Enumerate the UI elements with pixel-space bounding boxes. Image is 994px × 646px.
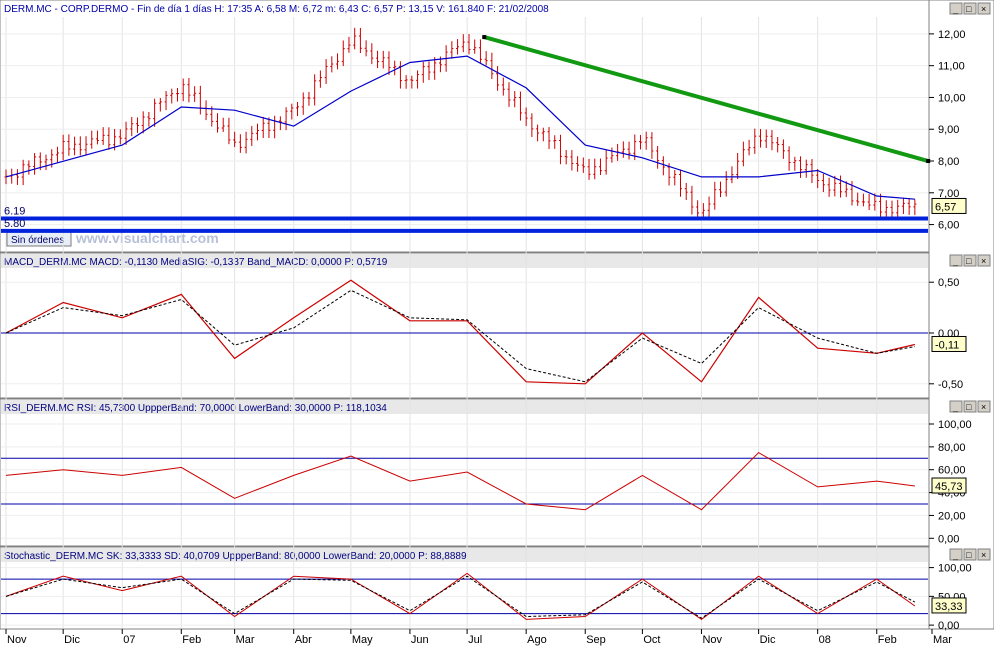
price-tick-label: 7,00 [938, 188, 959, 200]
macd-last-value: -0,11 [931, 335, 967, 352]
stoch-last-value-label: 33,33 [935, 601, 963, 613]
macd-last-value-box [931, 335, 967, 352]
macd-header-bar [1, 254, 928, 268]
stoch-close-button[interactable] [977, 548, 991, 561]
x-tick-label: 07 [123, 634, 135, 646]
stoch-header-text: Stochastic_DERM.MC SK: 33,3333 SD: 40,07… [4, 551, 467, 562]
macd-header-text: MACD_DERM.MC MACD: -0,1130 MediaSIG: -0,… [4, 257, 388, 268]
macd-line [5, 279, 916, 385]
x-tick-label: Jun [411, 634, 429, 646]
stoch-last-value-box [931, 597, 967, 614]
price-tick-label: 12,00 [938, 29, 966, 41]
rsi-tick-label: 20,00 [938, 510, 966, 522]
price-close-button[interactable] [977, 2, 991, 15]
right-axis-area [928, 0, 994, 630]
x-tick-label: Jul [468, 634, 482, 646]
price-last-value-label: 6,57 [935, 201, 956, 213]
macd-minimize-button[interactable] [949, 254, 963, 267]
price-tick-label: 9,00 [938, 124, 959, 136]
x-tick-label: Sep [586, 634, 606, 646]
price-tick-label: 8,00 [938, 156, 959, 168]
stoch-header-bar [1, 548, 928, 562]
moving-average-line [5, 55, 915, 200]
x-tick-label: 08 [819, 634, 831, 646]
x-tick-label: Mar [236, 634, 255, 646]
rsi-maximize-button[interactable] [963, 400, 977, 413]
price-last-value: 6,57 [931, 197, 967, 214]
x-tick-label: Abr [295, 634, 312, 646]
macd-pane [0, 252, 930, 399]
trendline [483, 35, 929, 163]
x-tick-label: Mar [933, 634, 952, 646]
x-tick-label: Feb [878, 634, 897, 646]
price-window-buttons: _ □ × [949, 2, 991, 15]
x-tick-label: Feb [182, 634, 201, 646]
price-header-text: DERM.MC - CORP.DERMO - Fin de día 1 días… [4, 4, 549, 15]
stoch-tick-label: 100,00 [938, 563, 972, 575]
rsi-line [5, 451, 915, 511]
stoch-window-buttons: _ □ × [949, 548, 991, 561]
stoch-maximize-button[interactable] [963, 548, 977, 561]
x-tick-label: Dic [64, 634, 80, 646]
rsi-header-bar [1, 400, 928, 414]
price-pane [0, 0, 930, 253]
trendline-handle [482, 35, 487, 40]
rsi-close-button[interactable] [977, 400, 991, 413]
price-maximize-button[interactable] [963, 2, 977, 15]
rsi-tick-label: 80,00 [938, 442, 966, 454]
axes-layer: 12,00 11,00 10,00 9,00 8,00 7,00 6,00 0,50 0,00 -… [5, 29, 972, 646]
x-tick-label: Dic [760, 634, 776, 646]
stoch-sd-line [5, 575, 916, 619]
x-tick-label: Nov [702, 634, 722, 646]
macd-window-buttons: _ □ × [949, 254, 991, 267]
price-tick-label: 11,00 [938, 61, 965, 73]
price-tick-label: 10,00 [938, 92, 966, 104]
sin-ordenes-label: Sin órdenes [11, 235, 64, 246]
rsi-minimize-button[interactable] [949, 400, 963, 413]
macd-last-value-label: -0,11 [935, 339, 959, 351]
trendline-handle [926, 159, 931, 164]
support-label: 5.80 [4, 218, 25, 230]
macd-close-button[interactable] [977, 254, 991, 267]
macd-signal-line [5, 289, 915, 383]
rsi-tick-label: 100,00 [938, 419, 972, 431]
x-tick-label: Oct [643, 634, 660, 646]
macd-tick-label: -0,50 [938, 379, 963, 391]
price-tick-label: 6,00 [938, 220, 959, 232]
support-label: 6.19 [4, 206, 25, 218]
rsi-tick-label: 60,00 [938, 465, 966, 477]
price-minimize-button[interactable] [949, 2, 963, 15]
rsi-last-value: 45,73 [931, 477, 967, 494]
price-last-value-box [931, 197, 967, 214]
rsi-tick-label: 0,00 [938, 533, 959, 545]
stoch-last-value: 33,33 [931, 597, 967, 614]
x-tick-label: May [352, 634, 373, 646]
stoch-sk-line [5, 572, 916, 621]
rsi-window-buttons: _ □ × [949, 400, 991, 413]
stoch-minimize-button[interactable] [949, 548, 963, 561]
macd-maximize-button[interactable] [963, 254, 977, 267]
series-layer: 6.195.80 [1, 27, 931, 621]
x-tick-label: Ago [527, 634, 547, 646]
rsi-last-value-box [931, 477, 967, 494]
grid-layer [1, 17, 928, 628]
watermark: www.visualchart.com [75, 230, 219, 246]
x-tick-label: Nov [7, 634, 27, 646]
rsi-header-text: RSI_DERM.MC RSI: 45,7300 UppperBand: 70,… [4, 403, 387, 414]
price-header-bar [1, 1, 928, 16]
rsi-last-value-label: 45,73 [935, 481, 963, 493]
macd-tick-label: 0,50 [938, 277, 959, 289]
stoch-tick-label: 0,00 [938, 620, 959, 632]
